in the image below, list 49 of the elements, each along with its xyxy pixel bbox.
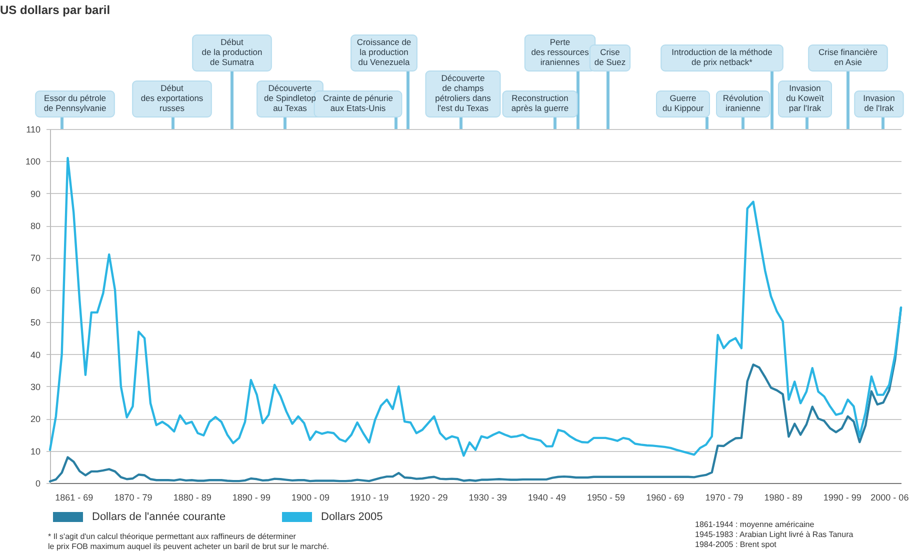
x-tick-label: 1950 - 59 (587, 492, 626, 502)
y-tick-label: 10 (30, 446, 40, 456)
x-tick-label: 1940 - 49 (528, 492, 566, 502)
text: * Il s'agit d'un calcul théorique permettant aux raffineurs de déterminer le prix FOB maximum auquel ils peuvent acheter un baril de brut sur le marché. (48, 532, 330, 551)
text: Perte des ressources iraniennes (531, 37, 589, 67)
y-tick-label: 30 (30, 382, 40, 392)
y-tick-label: 110 (26, 124, 40, 134)
text: Crise de Suez (594, 47, 626, 67)
y-tick-label: 60 (30, 285, 40, 296)
legend-label: Dollars de l'année courante (92, 511, 226, 523)
text: Crainte de pénurie aux Etats-Unis (323, 93, 394, 113)
chart-title: US dollars par baril (0, 3, 110, 17)
text: 1861-1944 : moyenne américaine 1945-1983 : Arabian Light livré à Ras Tanura 1984-2005 : Brent spot (695, 520, 854, 549)
text: Début de la production de Sumatra (202, 37, 263, 67)
text: Découverte de champs pétroliers dans l'est du Texas (435, 73, 491, 113)
y-tick-label: 0 (35, 478, 40, 488)
x-tick-label: 1990 - 99 (823, 492, 862, 502)
legend-label: Dollars 2005 (321, 511, 383, 523)
x-tick-label: 1870 - 79 (114, 492, 152, 502)
text: Invasion du Koweït par l'Irak (786, 83, 825, 113)
x-tick-label: 1910 - 19 (350, 492, 389, 502)
x-tick-label: 1980 - 89 (764, 492, 802, 502)
text: Reconstruction après la guerre (511, 93, 569, 113)
y-tick-label: 70 (30, 253, 40, 264)
text: Découverte de Spindletop au Texas (264, 83, 316, 113)
y-tick-label: 90 (30, 188, 40, 199)
text: Croissance de la production du Venezuela (356, 37, 412, 67)
x-tick-label: 1861 - 69 (55, 492, 94, 502)
x-tick-label: 1930 - 39 (468, 492, 507, 502)
y-tick-label: 80 (30, 221, 40, 232)
x-tick-label: 1960 - 69 (646, 492, 684, 502)
x-tick-label: 2000 - 06 (870, 492, 909, 502)
y-tick-label: 20 (30, 414, 40, 424)
text: Crise financière en Asie (818, 47, 878, 67)
text: Invasion de l'Irak (863, 93, 896, 113)
text: Début des exportations russes (140, 83, 204, 113)
y-tick-label: 100 (25, 156, 40, 167)
x-tick-label: 1920 - 29 (410, 492, 448, 502)
x-tick-label: 1880 - 89 (173, 492, 212, 502)
x-tick-label: 1900 - 09 (292, 492, 330, 502)
x-tick-label: 1970 - 79 (705, 492, 744, 502)
text: Introduction de la méthode de prix netback* (672, 47, 773, 67)
x-tick-label: 1890 - 99 (232, 492, 270, 502)
y-tick-label: 50 (30, 318, 40, 328)
y-tick-label: 40 (30, 350, 40, 360)
line-series (48, 156, 902, 457)
text: Essor du pétrole de Pennsylvanie (44, 93, 106, 113)
text: Révolution iranienne (722, 93, 764, 113)
text: Guerre du Kippour (662, 93, 704, 113)
